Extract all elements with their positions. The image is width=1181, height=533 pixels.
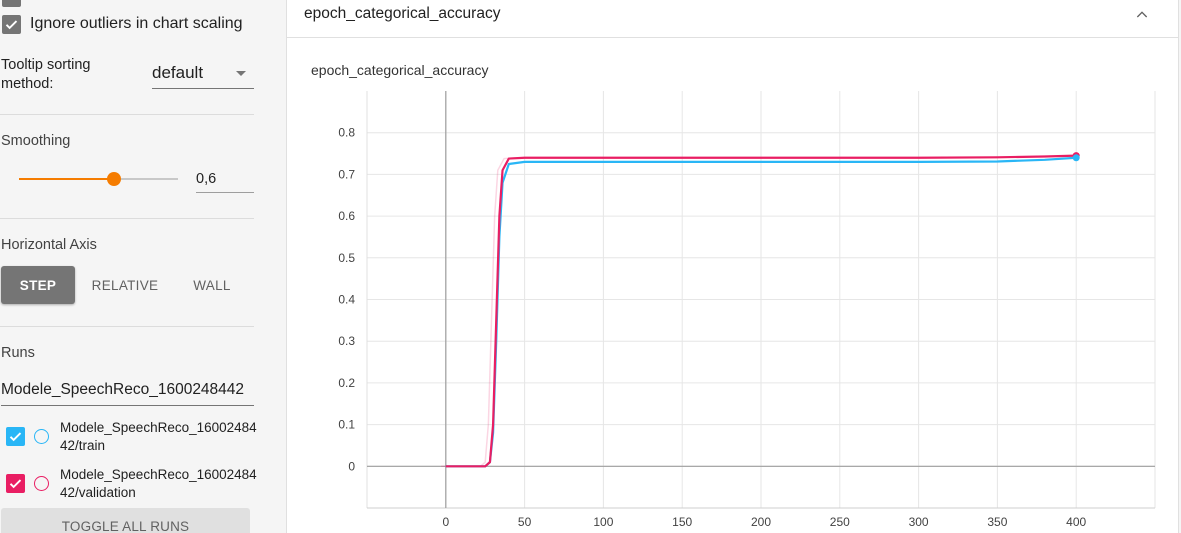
smoothing-slider-fill	[19, 178, 115, 180]
x-tick-label: 400	[1066, 515, 1086, 529]
runs-filter-value: Modele_SpeechReco_1600248442	[1, 381, 245, 398]
check-icon	[9, 479, 22, 489]
toggle-all-runs-button[interactable]: TOGGLE ALL RUNS	[1, 508, 250, 533]
y-tick-label: 0.7	[338, 167, 355, 181]
tooltip-sorting-value: default	[152, 63, 204, 82]
run-item-train: Modele_SpeechReco_1600248442/train	[0, 419, 262, 459]
series-validation-line[interactable]	[445, 154, 1077, 468]
card-header[interactable]: epoch_categorical_accuracy	[286, 0, 1179, 38]
check-icon	[5, 20, 18, 30]
y-tick-label: 0.5	[338, 251, 355, 265]
run-item-validation: Modele_SpeechReco_1600248442/validation	[0, 466, 262, 506]
x-tick-label: 250	[830, 515, 850, 529]
ignore-outliers-label: Ignore outliers in chart scaling	[30, 15, 243, 32]
x-tick-label: 350	[987, 515, 1007, 529]
y-tick-label: 0.6	[338, 209, 355, 223]
axis-wall-button[interactable]: WALL	[193, 277, 231, 293]
y-tick-label: 0	[348, 459, 355, 473]
tooltip-sorting-label: Tooltip sorting method:	[1, 57, 91, 92]
y-tick-label: 0.3	[338, 334, 355, 348]
check-icon	[9, 432, 22, 442]
axis-relative-button[interactable]: RELATIVE	[91, 277, 159, 293]
dropdown-arrow-icon	[236, 71, 246, 76]
y-tick-label: 0.4	[338, 293, 355, 307]
run-train-name: Modele_SpeechReco_1600248442/train	[60, 420, 257, 453]
runs-label: Runs	[1, 345, 35, 361]
x-tick-label: 200	[751, 515, 771, 529]
sidebar: Ignore outliers in chart scaling Tooltip…	[0, 0, 262, 533]
run-validation-color-circle-icon[interactable]	[34, 476, 49, 491]
divider	[0, 114, 254, 115]
y-tick-label: 0.8	[338, 126, 355, 140]
chart-card: epoch_categorical_accuracy 0 0.1 0.2 0.3 0.4…	[286, 38, 1179, 533]
run-train-checkbox[interactable]	[6, 427, 25, 446]
tooltip-sorting-select[interactable]: default	[152, 60, 254, 89]
divider	[0, 218, 254, 219]
smoothing-slider-thumb[interactable]	[107, 172, 122, 186]
horizontal-axis-label: Horizontal Axis	[1, 237, 97, 253]
smoothing-value: 0,6	[196, 171, 217, 187]
smoothing-slider[interactable]	[19, 172, 178, 186]
run-validation-name: Modele_SpeechReco_1600248442/validation	[60, 467, 257, 500]
x-tick-label: 300	[909, 515, 929, 529]
x-tick-label: 0	[442, 515, 449, 529]
y-tick-label: 0.1	[338, 418, 355, 432]
chart-title: epoch_categorical_accuracy	[311, 62, 489, 78]
x-tick-label: 100	[593, 515, 613, 529]
run-train-color-circle-icon[interactable]	[34, 429, 49, 444]
main-panel: epoch_categorical_accuracy epoch_categor…	[286, 0, 1181, 533]
chevron-up-icon[interactable]	[1134, 7, 1150, 23]
top-hidden-checkbox[interactable]	[2, 0, 21, 7]
series-train-endpoint[interactable]	[1072, 154, 1080, 162]
runs-filter-input[interactable]: Modele_SpeechReco_1600248442	[1, 378, 254, 406]
series-validation-raw-line	[441, 154, 1072, 468]
divider	[0, 326, 254, 327]
run-validation-checkbox[interactable]	[6, 474, 25, 493]
card-title: epoch_categorical_accuracy	[304, 5, 501, 22]
y-tick-label: 0.2	[338, 376, 355, 390]
smoothing-label: Smoothing	[1, 133, 71, 149]
ignore-outliers-checkbox[interactable]	[2, 15, 21, 34]
smoothing-input[interactable]: 0,6	[196, 168, 254, 193]
x-tick-label: 150	[672, 515, 692, 529]
chart-svg[interactable]: 0 0.1 0.2 0.3 0.4 0.5 0.6 0.7 0.8 0 50 100 150 200 250…	[287, 38, 1180, 533]
axis-step-button[interactable]: STEP	[1, 266, 75, 304]
x-tick-label: 50	[518, 515, 532, 529]
